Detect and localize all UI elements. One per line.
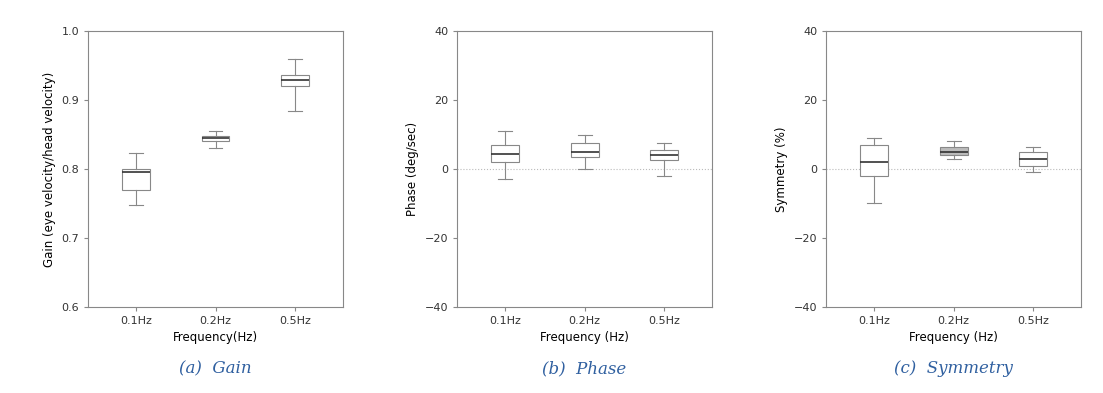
PathPatch shape xyxy=(650,150,678,160)
Text: (b)  Phase: (b) Phase xyxy=(543,360,627,377)
PathPatch shape xyxy=(860,145,888,176)
Text: (a)  Gain: (a) Gain xyxy=(179,360,251,377)
Text: (c)  Symmetry: (c) Symmetry xyxy=(895,360,1014,377)
Y-axis label: Symmetry (%): Symmetry (%) xyxy=(775,126,789,212)
X-axis label: Frequency (Hz): Frequency (Hz) xyxy=(540,331,629,344)
Y-axis label: Phase (deg/sec): Phase (deg/sec) xyxy=(406,122,419,216)
Y-axis label: Gain (eye velocity/head velocity): Gain (eye velocity/head velocity) xyxy=(43,72,56,266)
X-axis label: Frequency(Hz): Frequency(Hz) xyxy=(173,331,258,344)
X-axis label: Frequency (Hz): Frequency (Hz) xyxy=(909,331,998,344)
PathPatch shape xyxy=(202,136,229,141)
PathPatch shape xyxy=(1019,152,1047,165)
PathPatch shape xyxy=(570,143,599,157)
PathPatch shape xyxy=(940,147,967,155)
PathPatch shape xyxy=(491,145,520,162)
PathPatch shape xyxy=(122,169,150,190)
PathPatch shape xyxy=(281,75,309,86)
